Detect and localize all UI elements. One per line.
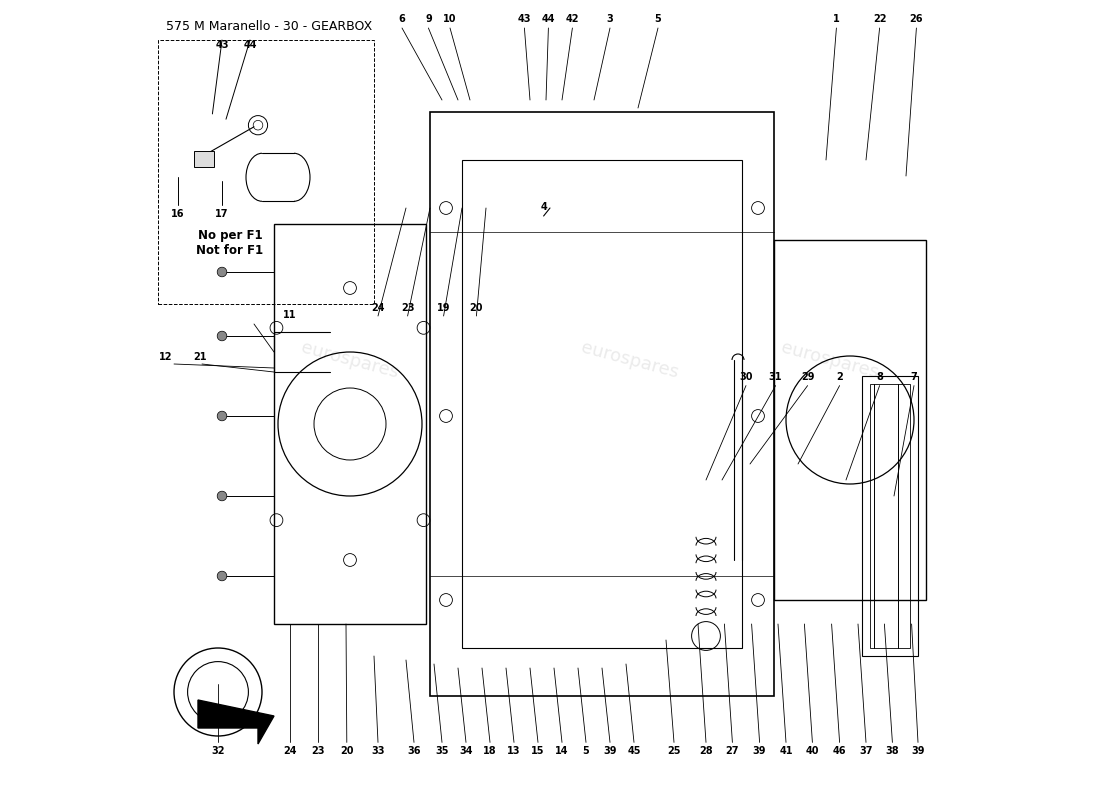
Text: 30: 30 bbox=[739, 372, 752, 382]
Text: eurospares: eurospares bbox=[779, 338, 881, 382]
Text: 26: 26 bbox=[910, 14, 923, 24]
Text: 38: 38 bbox=[886, 746, 899, 755]
Text: 24: 24 bbox=[372, 302, 385, 313]
Text: 3: 3 bbox=[606, 14, 614, 24]
Text: 22: 22 bbox=[873, 14, 887, 24]
Text: 23: 23 bbox=[311, 746, 324, 755]
Text: 4: 4 bbox=[540, 202, 547, 212]
Bar bbox=[870, 384, 910, 648]
Polygon shape bbox=[198, 700, 274, 744]
Text: 43: 43 bbox=[216, 40, 229, 50]
Text: 46: 46 bbox=[833, 746, 846, 755]
Text: 7: 7 bbox=[911, 372, 917, 382]
Text: 2: 2 bbox=[836, 372, 843, 382]
Text: 45: 45 bbox=[627, 746, 640, 755]
Text: 42: 42 bbox=[565, 14, 580, 24]
Text: 39: 39 bbox=[911, 746, 925, 755]
Text: 18: 18 bbox=[483, 746, 497, 755]
Text: 5: 5 bbox=[654, 14, 661, 24]
Text: 8: 8 bbox=[877, 372, 883, 382]
Text: 43: 43 bbox=[518, 14, 531, 24]
Text: eurospares: eurospares bbox=[299, 338, 400, 382]
Text: 575 M Maranello - 30 - GEARBOX: 575 M Maranello - 30 - GEARBOX bbox=[166, 20, 372, 33]
Text: 14: 14 bbox=[556, 746, 569, 755]
Text: 19: 19 bbox=[437, 302, 450, 313]
Bar bbox=[158, 40, 374, 304]
Text: 6: 6 bbox=[398, 14, 406, 24]
Text: 34: 34 bbox=[460, 746, 473, 755]
Text: 5: 5 bbox=[583, 746, 590, 755]
Text: 41: 41 bbox=[779, 746, 793, 755]
Text: 20: 20 bbox=[470, 302, 483, 313]
Text: 16: 16 bbox=[172, 210, 185, 219]
Text: 1: 1 bbox=[833, 14, 839, 24]
Text: 36: 36 bbox=[407, 746, 420, 755]
Text: 39: 39 bbox=[603, 746, 617, 755]
Text: 21: 21 bbox=[194, 351, 207, 362]
Circle shape bbox=[217, 331, 227, 341]
Text: 44: 44 bbox=[243, 40, 256, 50]
Text: 10: 10 bbox=[443, 14, 456, 24]
Text: 24: 24 bbox=[284, 746, 297, 755]
Text: 17: 17 bbox=[216, 210, 229, 219]
Circle shape bbox=[217, 411, 227, 421]
Text: 32: 32 bbox=[211, 746, 224, 755]
Circle shape bbox=[217, 491, 227, 501]
Text: 13: 13 bbox=[507, 746, 520, 755]
Text: 11: 11 bbox=[284, 310, 297, 320]
Text: 33: 33 bbox=[372, 746, 385, 755]
Bar bbox=[462, 160, 742, 648]
Text: 12: 12 bbox=[160, 351, 173, 362]
Circle shape bbox=[217, 267, 227, 277]
Text: 15: 15 bbox=[531, 746, 544, 755]
Text: 31: 31 bbox=[769, 372, 782, 382]
Bar bbox=[194, 151, 214, 167]
Text: 44: 44 bbox=[541, 14, 556, 24]
Text: 39: 39 bbox=[752, 746, 767, 755]
Circle shape bbox=[217, 571, 227, 581]
Bar bbox=[430, 112, 774, 696]
Text: 37: 37 bbox=[859, 746, 872, 755]
Text: 20: 20 bbox=[340, 746, 353, 755]
Text: 23: 23 bbox=[400, 302, 415, 313]
Text: 25: 25 bbox=[668, 746, 681, 755]
Text: 29: 29 bbox=[801, 372, 814, 382]
Bar bbox=[774, 240, 926, 600]
Text: No per F1
Not for F1: No per F1 Not for F1 bbox=[197, 230, 264, 258]
Bar bbox=[274, 224, 426, 624]
Text: 27: 27 bbox=[726, 746, 739, 755]
Text: eurospares: eurospares bbox=[580, 338, 681, 382]
Text: 35: 35 bbox=[436, 746, 449, 755]
Bar bbox=[862, 376, 918, 656]
Text: 9: 9 bbox=[425, 14, 432, 24]
Text: 28: 28 bbox=[700, 746, 713, 755]
Text: 40: 40 bbox=[805, 746, 820, 755]
